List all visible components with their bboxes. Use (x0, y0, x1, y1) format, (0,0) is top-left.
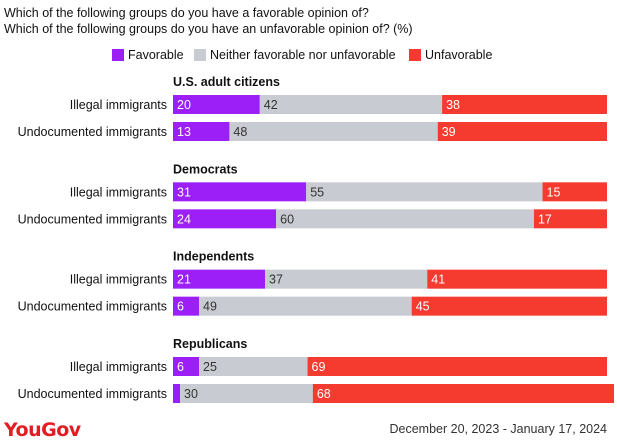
row-label: Illegal immigrants (70, 273, 167, 287)
bar-segment-unfavorable (533, 209, 607, 229)
legend-item-neither: Neither favorable nor unfavorable (194, 48, 396, 62)
bar-segment-neither (180, 383, 313, 403)
data-label-neither: 49 (203, 300, 217, 314)
legend-label-favorable: Favorable (128, 48, 184, 62)
bar-segment-unfavorable (542, 182, 607, 202)
data-label-neither: 25 (203, 360, 217, 374)
bar-segment-favorable (173, 122, 230, 141)
data-label-neither: 60 (280, 212, 294, 226)
bar-segment-neither (229, 122, 438, 141)
date-range: December 20, 2023 - January 17, 2024 (389, 422, 608, 436)
legend-label-unfavorable: Unfavorable (425, 48, 493, 62)
data-label-favorable: 13 (177, 125, 191, 139)
bar-segment-neither (265, 269, 428, 289)
row-label: Undocumented immigrants (18, 387, 167, 401)
data-label-neither: 48 (233, 125, 247, 139)
data-label-favorable: 24 (177, 212, 191, 226)
group-heading: Independents (173, 250, 254, 264)
legend-label-neither: Neither favorable nor unfavorable (210, 48, 396, 62)
data-label-neither: 42 (264, 98, 278, 112)
row-label: Illegal immigrants (70, 360, 167, 374)
data-label-unfavorable: 68 (317, 387, 331, 401)
bar-segment-favorable (173, 356, 200, 376)
group-heading: Republicans (173, 337, 247, 351)
bar-segment-neither (199, 356, 308, 376)
data-label-favorable: 20 (177, 98, 191, 112)
data-label-favorable: 6 (177, 360, 184, 374)
group-heading: Democrats (173, 162, 238, 176)
bar-segment-favorable (173, 296, 200, 316)
row-label: Undocumented immigrants (18, 125, 167, 139)
bar-segment-favorable (173, 383, 180, 403)
bar-segment-favorable (173, 269, 266, 289)
row-label: Undocumented immigrants (18, 212, 167, 226)
data-label-favorable: 31 (177, 185, 191, 199)
data-label-unfavorable: 15 (547, 185, 561, 199)
data-label-unfavorable: 17 (538, 212, 552, 226)
bar-segment-unfavorable (427, 269, 607, 289)
data-label-neither: 55 (310, 185, 324, 199)
data-label-favorable: 21 (177, 273, 191, 287)
row-label: Illegal immigrants (70, 185, 167, 199)
row-label: Illegal immigrants (70, 98, 167, 112)
legend-item-favorable: Favorable (112, 48, 184, 62)
legend-item-unfavorable: Unfavorable (409, 48, 492, 62)
data-label-neither: 37 (269, 273, 283, 287)
bar-segment-neither (199, 296, 412, 316)
legend-swatch-favorable (112, 49, 124, 61)
bar-segment-unfavorable (442, 95, 607, 114)
bar-segment-neither (259, 95, 443, 114)
data-label-unfavorable: 69 (312, 360, 326, 374)
data-label-unfavorable: 41 (431, 273, 445, 287)
data-label-favorable: 6 (177, 300, 184, 314)
data-label-neither: 30 (184, 387, 198, 401)
bar-segment-unfavorable (437, 122, 607, 141)
data-label-unfavorable: 39 (442, 125, 456, 139)
data-label-unfavorable: 38 (446, 98, 460, 112)
bar-segment-neither (306, 182, 543, 202)
group-heading: U.S. adult citizens (173, 75, 280, 89)
bar-segment-unfavorable (307, 356, 607, 376)
bar-segment-unfavorable (411, 296, 607, 316)
data-label-unfavorable: 45 (416, 300, 430, 314)
bar-segment-favorable (173, 95, 260, 114)
legend-swatch-neither (194, 49, 206, 61)
legend-swatch-unfavorable (409, 49, 421, 61)
bar-segment-neither (276, 209, 534, 229)
bar-segment-favorable (173, 182, 307, 202)
bar-segment-unfavorable (312, 383, 614, 403)
bar-segment-favorable (173, 209, 277, 229)
row-label: Undocumented immigrants (18, 300, 167, 314)
yougov-logo: YouGov (4, 419, 81, 441)
chart-title-line-1: Which of the following groups do you hav… (4, 6, 369, 20)
chart-title-line-2: Which of the following groups do you hav… (4, 22, 413, 36)
